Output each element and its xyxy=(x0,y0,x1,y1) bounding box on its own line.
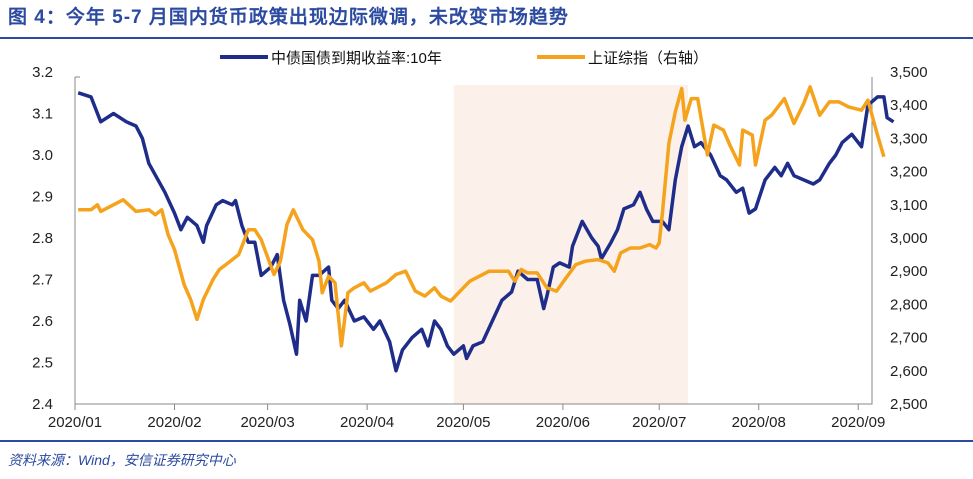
y-right-tick-label: 2,800 xyxy=(890,296,928,313)
source-divider xyxy=(0,440,973,442)
y-right-tick-label: 3,300 xyxy=(890,130,928,147)
x-tick-label: 2020/07 xyxy=(632,414,686,431)
y-right-tick-label: 2,500 xyxy=(890,396,928,413)
y-right-tick-label: 3,500 xyxy=(890,64,928,81)
x-tick-label: 2020/01 xyxy=(48,414,102,431)
series-line-shanghai-index xyxy=(78,85,886,348)
y-left-tick-label: 2.4 xyxy=(32,396,53,413)
y-left-tick-label: 3.2 xyxy=(32,64,53,81)
y-right-tick-label: 2,600 xyxy=(890,363,928,380)
y-right-tick-label: 2,900 xyxy=(890,263,928,280)
axes-frame xyxy=(74,77,873,405)
y-left-tick-label: 2.8 xyxy=(32,230,53,247)
y-right-tick-label: 3,100 xyxy=(890,197,928,214)
y-right-tick-label: 2,700 xyxy=(890,330,928,347)
y-left-tick-label: 3.1 xyxy=(32,106,53,123)
chart-title: 图 4：今年 5-7 月国内货币政策出现边际微调，未改变市场趋势 xyxy=(8,7,569,28)
y-left-tick-label: 2.5 xyxy=(32,355,53,372)
x-tick-label: 2020/02 xyxy=(147,414,201,431)
legend-label: 中债国债到期收益率:10年 xyxy=(271,50,442,67)
x-tick-label: 2020/05 xyxy=(436,414,490,431)
y-left-tick-label: 2.6 xyxy=(32,313,53,330)
x-tick-label: 2020/09 xyxy=(831,414,885,431)
x-tick-label: 2020/06 xyxy=(536,414,590,431)
source-note: 资料来源：Wind，安信证券研究中心 xyxy=(8,452,236,468)
y-left-tick-label: 3.0 xyxy=(32,147,53,164)
y-left-tick-label: 2.7 xyxy=(32,272,53,289)
y-right-tick-label: 3,000 xyxy=(890,230,928,247)
x-tick-label: 2020/08 xyxy=(732,414,786,431)
x-tick-label: 2020/04 xyxy=(340,414,394,431)
y-right-tick-label: 3,200 xyxy=(890,164,928,181)
legend-label: 上证综指（右轴） xyxy=(588,50,708,67)
y-right-tick-label: 3,400 xyxy=(890,97,928,114)
x-tick-label: 2020/03 xyxy=(240,414,294,431)
y-left-tick-label: 2.9 xyxy=(32,189,53,206)
title-divider xyxy=(0,37,973,39)
